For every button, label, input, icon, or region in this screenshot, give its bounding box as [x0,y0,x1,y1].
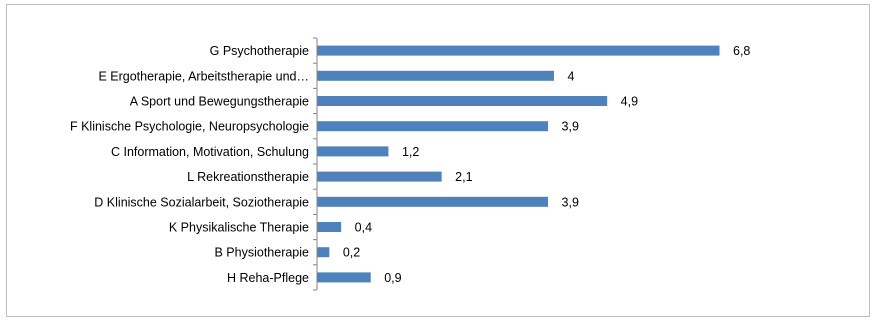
labels-layer: G Psychotherapie 6,8 E Ergotherapie, Arbei… [70,44,750,285]
category-label: C Information, Motivation, Schulung [111,145,309,159]
bar [317,45,720,56]
data-label: 3,9 [562,195,579,209]
bars-layer [317,45,720,283]
category-label: K Physikalische Therapie [169,221,309,235]
data-label: 2,1 [455,170,472,184]
axis-layer [313,37,318,291]
bar [317,196,549,207]
data-label: 1,2 [402,145,419,159]
bar [317,96,608,106]
category-label: E Ergotherapie, Arbeitstherapie und… [98,69,309,83]
data-label: 4,9 [621,95,638,109]
data-label: 0,4 [355,221,372,235]
data-label: 6,8 [733,44,750,58]
chart-frame [6,4,870,317]
bar [317,247,330,258]
data-label: 0,2 [343,246,360,260]
category-label: D Klinische Sozialarbeit, Soziotherapie [94,195,309,209]
bar [317,222,342,232]
bar [317,171,442,182]
data-label: 3,9 [562,120,579,134]
bar [317,70,554,81]
bar [317,146,389,157]
data-label: 4 [567,69,574,83]
category-label: L Rekreationstherapie [187,170,309,184]
data-label: 0,9 [384,271,401,285]
bar [317,272,371,283]
category-label: G Psychotherapie [210,44,309,58]
bar [317,121,549,132]
category-label: B Physiotherapie [214,246,309,260]
category-label: F Klinische Psychologie, Neuropsychologi… [70,120,309,134]
category-label: A Sport und Bewegungstherapie [130,95,309,109]
category-label: H Reha-Pflege [227,271,309,285]
